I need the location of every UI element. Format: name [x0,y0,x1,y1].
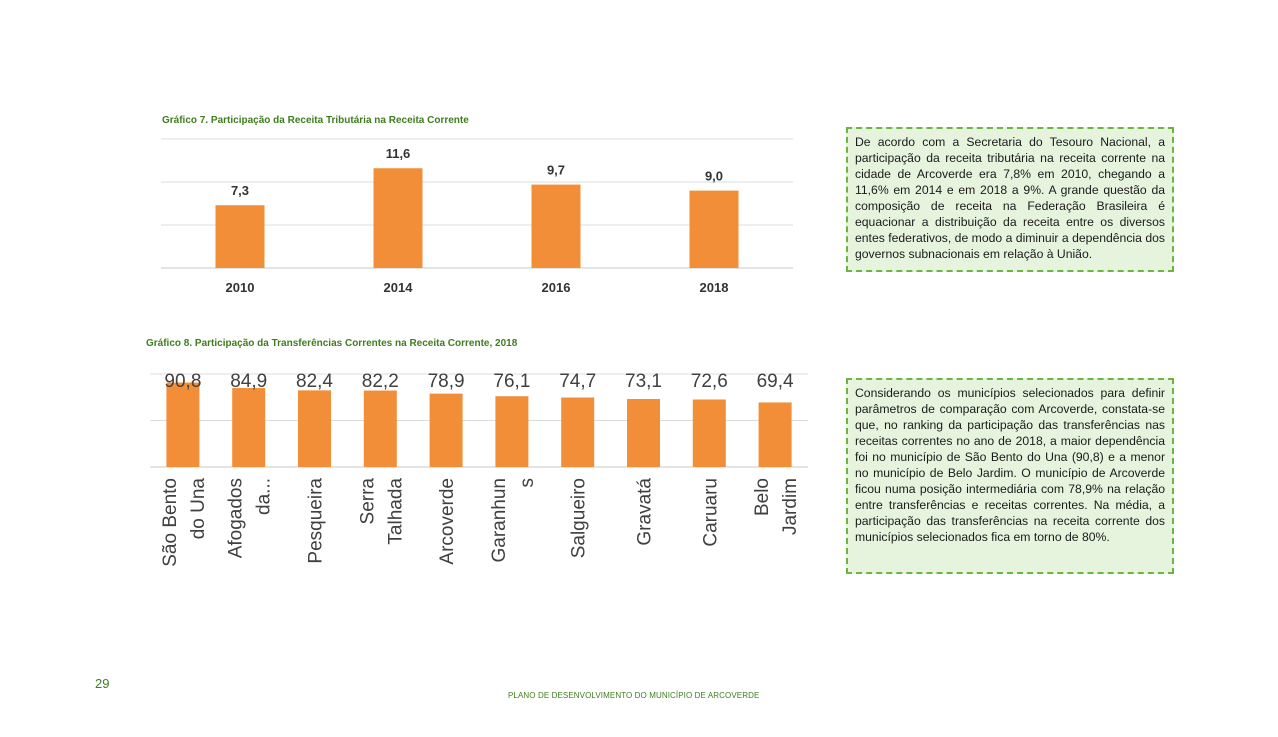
chart2-data-label: 74,7 [559,371,596,392]
chart2-data-label: 72,6 [691,371,728,392]
chart2-data-label: 82,2 [362,371,399,392]
chart2-tick-label: Gravatá [635,478,656,546]
chart1-title: Gráfico 7. Participação da Receita Tribu… [162,115,469,126]
chart2-bar [692,399,726,467]
chart2-tick-label-line: Arcoverde [437,478,458,565]
chart1-data-label: 9,0 [705,169,723,184]
footer-title: PLANO DE DESENVOLVIMENTO DO MUNICÍPIO DE… [508,691,760,700]
chart2-bar [298,390,331,467]
chart2-bar [363,390,397,467]
chart2-tick-label-line: Talhada [385,478,406,545]
chart2-data-label: 69,4 [757,371,794,392]
chart2-tick-label-line: Belo [752,478,773,516]
chart2-tick-label-line: São Bento [160,478,181,567]
chart2-tick-label-line: Serra [357,478,378,525]
chart2-data-label: 90,8 [164,371,201,392]
chart2-bar [627,399,660,467]
chart2-bar [758,402,792,467]
chart1-tick-label: 2010 [226,280,255,295]
chart2-tick-label-line: Caruaru [700,478,721,547]
chart2-data-label: 76,1 [493,371,530,392]
chart1-bar-2018 [689,190,739,268]
chart1-bar-2016 [531,184,581,268]
chart1-tick-label: 2018 [700,280,729,295]
chart2-tick-label: Garanhun s [489,478,538,563]
chart2-tick-label-line: Garanhun [489,478,510,563]
chart2-tick-label: Belo Jardim [752,478,801,535]
chart2-tick-label-line: Afogados [226,478,247,558]
chart1-data-label: 7,3 [231,183,249,198]
chart2-title: Gráfico 8. Participação da Transferência… [146,338,518,349]
chart1-bar-2014 [373,168,423,268]
chart2-tick-label-line: Gravatá [635,478,656,546]
chart2-tick-label-line: Pesqueira [306,478,327,564]
note-receita-tributaria: De acordo com a Secretaria do Tesouro Na… [846,127,1174,272]
page-number: 29 [95,676,110,691]
chart2-tick-label: Salgueiro [569,478,590,558]
chart1-data-label: 9,7 [547,163,565,178]
chart2-bar [495,396,529,467]
chart2-tick-label-line: Salgueiro [569,478,590,558]
chart2-bar [561,397,595,467]
chart2-data-label: 82,4 [296,371,333,392]
chart2-tick-label: Serra Talhada [357,478,406,545]
chart2-tick-label: Pesqueira [306,478,327,564]
chart2-tick-label: Caruaru [700,478,721,547]
chart2-tick-label-line: Jardim [780,478,801,535]
chart2-tick-label-line: do Una [188,478,209,540]
chart2-bar [429,393,463,467]
chart2-tick-label-line: da... [254,478,275,515]
chart2-bar [166,382,200,467]
chart1-data-label: 11,6 [386,146,411,161]
chart2-tick-label: Afogados da... [226,478,275,558]
chart1-tick-label: 2014 [384,280,414,295]
chart2-tick-label-line: s [517,478,538,488]
chart2-tick-label: São Bento do Una [160,478,209,567]
chart2-bar [232,388,266,467]
chart2-data-label: 73,1 [625,371,662,392]
chart2-tick-label: Arcoverde [437,478,458,565]
chart1-bar-2010 [215,205,265,268]
note-transferencias-correntes: Considerando os municípios selecionados … [846,378,1174,574]
chart2-data-label: 78,9 [428,371,465,392]
chart2-data-label: 84,9 [230,371,267,392]
chart1-tick-label: 2016 [542,280,571,295]
